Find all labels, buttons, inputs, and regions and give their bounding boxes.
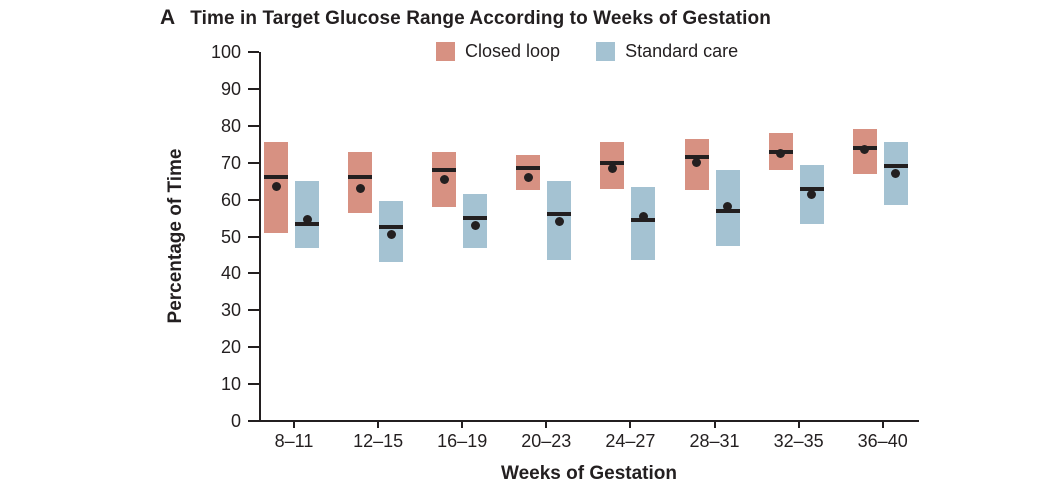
mean-dot-standard-care-16-19	[470, 220, 480, 230]
box-standard-care-12-15	[379, 201, 404, 263]
x-tick-20-23	[545, 421, 548, 428]
y-tick-label-20: 20	[220, 337, 241, 358]
box-standard-care-36-40	[883, 142, 908, 206]
mean-dot-standard-care-20-23	[554, 217, 564, 227]
y-tick-0	[248, 420, 259, 422]
x-tick-32-35	[797, 421, 800, 428]
mean-dot-standard-care-28-31	[723, 202, 732, 212]
mean-dot-closed-loop-8-11	[271, 182, 281, 192]
median-line-closed-loop-28-31	[684, 155, 709, 160]
y-tick-label-70: 70	[220, 152, 241, 173]
median-line-closed-loop-8-11	[264, 175, 288, 180]
y-tick-60	[248, 198, 259, 201]
box-standard-care-20-23	[547, 181, 572, 261]
box-standard-care-16-19	[463, 194, 488, 248]
box-closed-loop-36-40	[852, 129, 877, 174]
mean-dot-closed-loop-24-27	[607, 163, 617, 173]
y-tick-30	[248, 309, 259, 312]
median-line-standard-care-36-40	[883, 164, 908, 169]
y-tick-label-50: 50	[220, 226, 241, 247]
y-tick-100	[248, 51, 259, 53]
y-tick-10	[248, 383, 259, 386]
mean-dot-closed-loop-32-35	[776, 148, 786, 158]
y-tick-label-60: 60	[220, 189, 241, 210]
legend-item-closed-loop: Closed loop	[436, 41, 560, 62]
box-closed-loop-24-27	[600, 142, 625, 189]
mean-dot-standard-care-8-11	[302, 215, 312, 225]
median-line-standard-care-20-23	[547, 212, 572, 217]
mean-dot-standard-care-24-27	[638, 211, 648, 221]
box-closed-loop-8-11	[264, 142, 288, 233]
y-tick-label-40: 40	[220, 263, 241, 284]
figure-title: Time in Target Glucose Range According t…	[190, 8, 771, 29]
x-axis-label: Weeks of Gestation	[501, 463, 677, 484]
y-tick-80	[248, 124, 259, 127]
y-tick-label-80: 80	[220, 115, 241, 136]
y-tick-90	[248, 87, 259, 90]
box-standard-care-24-27	[631, 186, 656, 261]
x-tick-label-8-11: 8–11	[274, 431, 314, 451]
box-closed-loop-12-15	[348, 151, 373, 213]
mean-dot-closed-loop-12-15	[355, 184, 365, 194]
y-tick-label-90: 90	[220, 78, 241, 99]
median-line-closed-loop-16-19	[432, 168, 457, 173]
x-tick-28-31	[713, 421, 716, 428]
box-closed-loop-32-35	[768, 133, 793, 171]
y-axis-line	[259, 52, 261, 421]
mean-dot-standard-care-32-35	[807, 189, 817, 199]
box-standard-care-32-35	[799, 164, 824, 224]
figure-title-row: A Time in Target Glucose Range According …	[160, 6, 771, 30]
mean-dot-closed-loop-28-31	[692, 158, 701, 168]
mean-dot-closed-loop-20-23	[523, 172, 533, 182]
x-tick-label-24-27: 24–27	[605, 431, 656, 451]
box-closed-loop-28-31	[684, 138, 709, 191]
legend: Closed loop Standard care	[436, 41, 738, 62]
y-tick-label-0: 0	[230, 411, 241, 431]
mean-dot-standard-care-36-40	[891, 169, 901, 179]
x-tick-label-12-15: 12–15	[353, 431, 404, 451]
mean-dot-closed-loop-16-19	[439, 174, 449, 184]
x-tick-8-11	[293, 421, 295, 428]
box-standard-care-8-11	[295, 181, 319, 248]
median-line-standard-care-32-35	[799, 186, 824, 191]
y-tick-40	[248, 272, 259, 275]
x-tick-16-19	[461, 421, 464, 428]
mean-dot-closed-loop-36-40	[860, 145, 870, 155]
x-tick-label-28-31: 28–31	[689, 431, 740, 451]
x-tick-24-27	[629, 421, 632, 428]
y-axis-label: Percentage of Time	[165, 148, 186, 324]
x-tick-36-40	[881, 421, 884, 428]
median-line-closed-loop-12-15	[348, 175, 373, 180]
x-axis-line	[259, 420, 919, 422]
box-standard-care-28-31	[715, 170, 740, 246]
box-closed-loop-20-23	[516, 155, 541, 191]
y-tick-label-30: 30	[220, 300, 241, 321]
y-tick-label-10: 10	[220, 374, 241, 395]
median-line-closed-loop-24-27	[600, 160, 625, 165]
legend-label-standard-care: Standard care	[625, 41, 739, 61]
y-tick-70	[248, 161, 259, 164]
closed-loop-swatch-icon	[436, 42, 455, 61]
x-tick-label-20-23: 20–23	[521, 431, 572, 451]
panel-label: A	[160, 6, 176, 29]
x-tick-label-16-19: 16–19	[437, 431, 488, 451]
y-tick-20	[248, 346, 259, 349]
median-line-standard-care-12-15	[379, 225, 404, 230]
mean-dot-standard-care-12-15	[386, 230, 396, 240]
median-line-closed-loop-20-23	[516, 166, 541, 171]
x-tick-label-36-40: 36–40	[857, 431, 908, 451]
legend-label-closed-loop: Closed loop	[465, 41, 561, 61]
median-line-standard-care-16-19	[463, 216, 488, 221]
x-tick-12-15	[377, 421, 380, 428]
y-tick-50	[248, 235, 259, 238]
legend-item-standard-care: Standard care	[596, 41, 738, 62]
x-tick-label-32-35: 32–35	[773, 431, 824, 451]
plot-area: 0 10 20 30 40 50 60 70 80 90 100 8–11 12–15 16–19 20–2…	[211, 42, 919, 451]
box-closed-loop-16-19	[432, 151, 457, 207]
standard-care-swatch-icon	[596, 42, 616, 61]
y-tick-label-100: 100	[210, 42, 241, 62]
